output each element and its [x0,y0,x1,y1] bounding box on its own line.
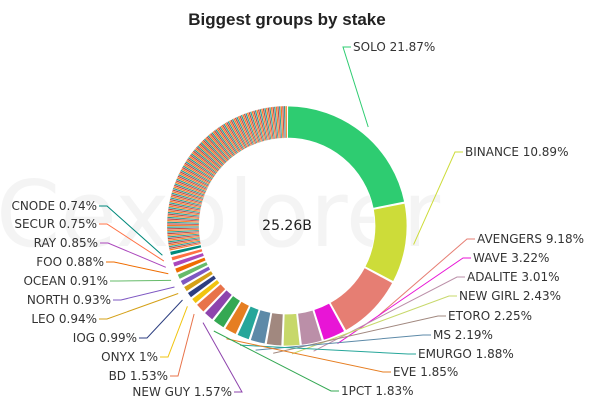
slice-label: NORTH 0.93% [27,293,111,307]
slice-label: WAVE 3.22% [473,251,549,265]
slice-labels: SOLO 21.87% BINANCE 10.89% AVENGERS 9.18% W… [11,40,584,399]
leader-line [99,223,165,262]
slice-wave[interactable] [313,302,346,341]
leader-line [342,46,369,128]
slice-label: ONYX 1% [101,350,158,364]
slice-label: BINANCE 10.89% [465,145,568,159]
slice-binance[interactable] [364,202,408,283]
slice-label: ETORO 2.25% [448,309,532,323]
slice-label: NEW GIRL 2.43% [459,289,561,303]
slice-label: MS 2.19% [433,328,493,342]
slice-ocean[interactable] [176,261,209,280]
leader-line [202,322,243,393]
center-total: 25.26B [262,218,312,234]
leader-line [378,238,475,317]
slice-leo[interactable] [183,270,214,293]
slice-solo[interactable] [287,105,406,209]
slice-other[interactable] [285,105,288,139]
leader-line [99,293,179,320]
leader-line [110,279,172,282]
leader-line [213,330,339,392]
leader-line [273,315,446,354]
slice-label: IOG 0.99% [73,331,137,345]
slice-adalite[interactable] [297,309,323,346]
slice-label: EVE 1.85% [393,365,458,379]
slice-emurgo[interactable] [236,305,260,341]
leader-line [170,313,195,377]
slice-avengers[interactable] [329,267,394,332]
slice-label: OCEAN 0.91% [23,274,108,288]
leader-line [99,205,163,256]
leader-line [113,286,175,301]
leader-line [106,261,169,275]
slice-bd[interactable] [195,283,227,313]
leader-line [100,242,166,268]
donut-slices [166,105,408,347]
slice-cnode[interactable] [169,244,203,256]
leader-line [226,338,391,373]
slice-label: FOO 0.88% [36,255,104,269]
slice-label: LEO 0.94% [31,312,97,326]
leader-line [291,295,457,355]
leader-line [413,151,463,245]
slice-ray[interactable] [172,252,205,268]
leader-lines [99,46,475,393]
slice-label: AVENGERS 9.18% [477,232,584,246]
leader-line [139,299,183,339]
slice-secur[interactable] [170,248,204,262]
slice-label: 1PCT 1.83% [341,384,414,398]
slice-label: ADALITE 3.01% [467,270,560,284]
slice-label: EMURGO 1.88% [418,347,514,361]
slice-etoro[interactable] [265,312,284,347]
slice-north[interactable] [179,265,212,287]
slice-label: SOLO 21.87% [353,40,435,54]
slice-foo[interactable] [174,256,207,274]
chart-title: Biggest groups by stake [188,10,385,29]
slice-label: BD 1.53% [109,369,168,383]
slice-onyx[interactable] [191,278,221,305]
slice-ms[interactable] [249,309,272,345]
slice-label: NEW GUY 1.57% [132,385,232,399]
slice-new-guy[interactable] [203,289,233,321]
slice-label: SECUR 0.75% [14,217,97,231]
leader-line [255,334,431,351]
slice-eve[interactable] [224,300,250,336]
slice-iog[interactable] [186,274,218,299]
leader-line [160,306,188,358]
slice-new-girl[interactable] [282,313,301,347]
leader-line [313,276,465,352]
slice-label: RAY 0.85% [34,236,98,250]
slice-label: CNODE 0.74% [11,199,97,213]
leader-line [337,257,471,345]
slice-1pct[interactable] [212,294,242,329]
leader-line [239,344,416,355]
